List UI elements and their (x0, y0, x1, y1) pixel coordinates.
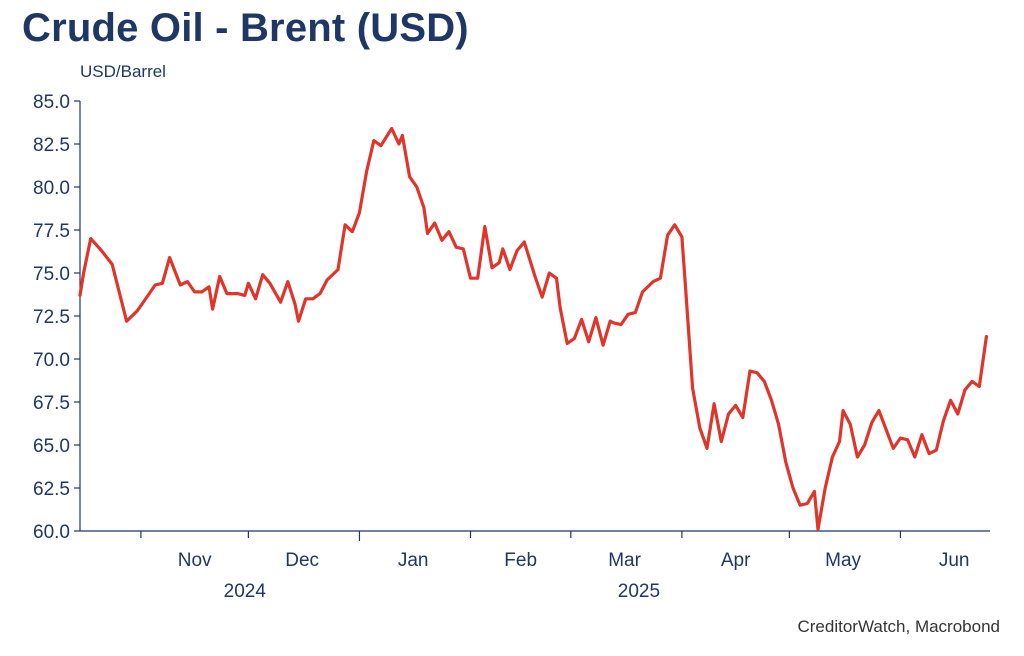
y-tick-label: 75.0 (33, 264, 70, 285)
y-tick-label: 65.0 (33, 436, 70, 457)
x-year-label: 2025 (618, 581, 660, 602)
x-axis: Nov Dec Jan Feb Mar Apr May Jun 2024 2025 (80, 530, 990, 602)
y-tick-label: 62.5 (33, 479, 70, 500)
source-credit: CreditorWatch, Macrobond (797, 617, 1000, 636)
y-tick-label: 85.0 (33, 92, 70, 113)
y-tick-label: 67.5 (33, 393, 70, 414)
x-tick-label: Jun (939, 550, 970, 571)
x-tick-label: Nov (178, 550, 212, 571)
y-tick-label: 70.0 (33, 350, 70, 371)
x-tick-label: Feb (504, 550, 537, 571)
x-tick-label: Mar (608, 550, 641, 571)
plot-area (78, 126, 989, 531)
y-tick-label: 72.5 (33, 307, 70, 328)
y-tick-label: 80.0 (33, 178, 70, 199)
chart-title: Crude Oil - Brent (USD) (22, 6, 469, 50)
x-year-label: 2024 (224, 581, 267, 602)
x-tick-label: Jan (398, 550, 429, 571)
y-axis-unit-label: USD/Barrel (80, 62, 166, 81)
x-tick-label: Dec (285, 550, 319, 571)
series-line-brent (78, 126, 989, 531)
y-tick-label: 60.0 (33, 522, 70, 543)
y-axis: 60.0 62.5 65.0 67.5 70.0 72.5 75.0 77.5 80.0 82.5… (33, 92, 81, 543)
y-tick-label: 82.5 (33, 135, 70, 156)
y-tick-label: 77.5 (33, 221, 70, 242)
x-tick-label: Apr (721, 550, 751, 571)
x-tick-label: May (825, 550, 861, 571)
